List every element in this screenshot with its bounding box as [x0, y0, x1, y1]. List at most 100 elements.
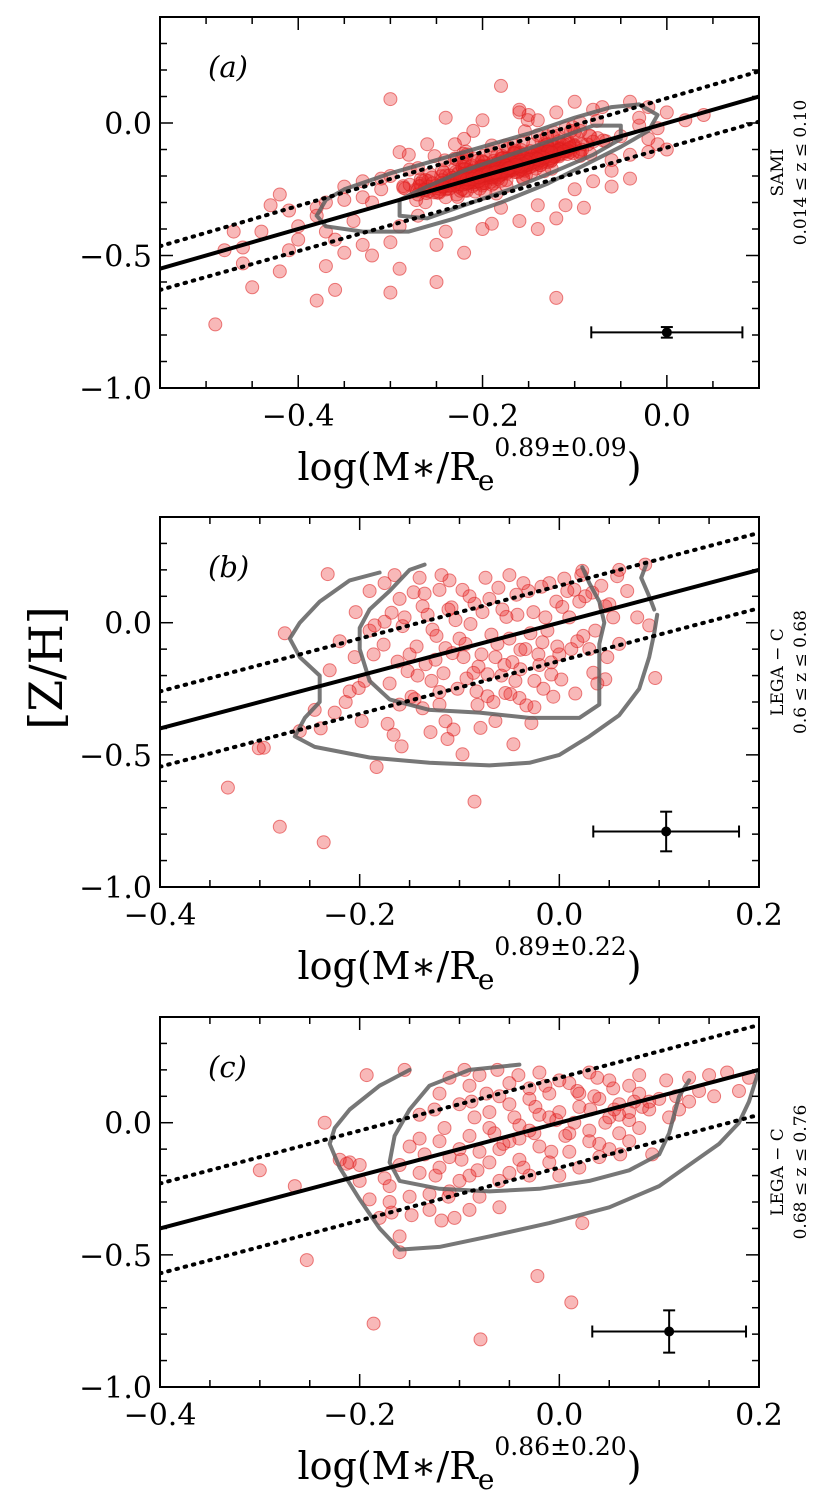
data-point: [448, 613, 463, 628]
data-point: [538, 610, 553, 625]
data-point: [659, 105, 674, 120]
y-tick-label: −0.5: [79, 240, 152, 275]
data-point: [482, 1105, 497, 1120]
data-point: [582, 1123, 597, 1138]
data-point: [513, 642, 528, 657]
data-point: [532, 1065, 547, 1080]
best-fit-line: [160, 1067, 759, 1231]
data-point: [382, 676, 397, 691]
data-point: [567, 582, 582, 597]
data-point: [397, 610, 412, 625]
data-point: [355, 237, 370, 252]
data-point: [632, 1068, 647, 1083]
y-tick-label: 0.0: [104, 107, 152, 142]
data-point: [560, 584, 575, 598]
data-point: [352, 1158, 367, 1172]
data-point: [337, 245, 352, 260]
data-point: [564, 1295, 579, 1310]
x-axis-label: log(M∗/Re0.89±0.09): [297, 433, 641, 497]
data-point: [365, 248, 379, 263]
density-contour-1: [357, 562, 607, 720]
x-axis-label-main: log(M∗/R: [297, 944, 479, 988]
data-point: [437, 1121, 452, 1135]
survey-label: SAMI: [768, 148, 788, 196]
data-point: [702, 1068, 717, 1083]
data-point: [499, 609, 514, 624]
y-tick-label: −1.0: [79, 372, 152, 407]
data-point: [355, 190, 370, 205]
data-point: [570, 634, 585, 649]
data-point: [632, 110, 647, 125]
x-tick-label: −0.4: [124, 1398, 197, 1433]
plot-area: [160, 69, 759, 332]
data-point: [462, 1128, 477, 1143]
x-axis-label-superscript: 0.89±0.22: [494, 932, 626, 961]
data-point: [377, 576, 392, 591]
data-point: [434, 1213, 449, 1228]
data-point: [526, 605, 541, 620]
data-point: [456, 650, 471, 665]
data-point: [412, 1131, 427, 1146]
scatter-lower-line: [160, 119, 759, 292]
redshift-label: 0.68 ≤ z ≤ 0.76: [791, 1105, 811, 1240]
data-point: [410, 668, 425, 683]
data-point: [482, 1121, 497, 1135]
data-point: [226, 224, 241, 239]
data-point: [392, 591, 407, 606]
data-point: [554, 672, 569, 687]
x-axis-label-subscript: e: [478, 464, 495, 497]
error-point: [661, 826, 672, 837]
data-point: [342, 684, 357, 699]
data-point: [531, 647, 546, 662]
data-point: [482, 1155, 497, 1170]
density-contour-2: [327, 1067, 759, 1252]
data-point: [327, 705, 342, 720]
data-point: [510, 607, 525, 622]
plot-frame: [159, 16, 760, 389]
data-point: [394, 739, 409, 754]
data-point: [497, 658, 512, 672]
data-point: [291, 232, 306, 247]
data-point: [495, 602, 510, 617]
data-point: [612, 1126, 627, 1141]
data-points: [220, 557, 663, 850]
data-point: [417, 586, 432, 601]
data-point: [470, 1163, 485, 1178]
data-point: [552, 647, 567, 662]
data-point: [412, 1107, 427, 1122]
data-point: [542, 1155, 557, 1170]
data-point: [440, 732, 455, 746]
data-point: [594, 578, 609, 593]
panel-b: −0.4 −0.2 0.0 0.2−1.0−0.50.0log(M∗/Re0.89±0…: [79, 516, 811, 996]
x-axis-label-superscript: 0.89±0.09: [494, 433, 626, 462]
data-point: [606, 610, 621, 625]
typical-error-bar: [592, 810, 741, 853]
data-point: [502, 568, 517, 583]
data-point: [549, 105, 564, 120]
data-point: [429, 237, 444, 252]
data-point: [492, 1142, 507, 1157]
data-point: [442, 573, 457, 588]
y-tick-label: −1.0: [79, 1371, 152, 1406]
data-point: [377, 1171, 392, 1186]
data-point: [402, 1189, 417, 1204]
data-point: [401, 147, 416, 162]
data-point: [447, 137, 462, 152]
data-point: [432, 1160, 447, 1175]
data-point: [354, 714, 369, 728]
data-point: [620, 584, 635, 598]
data-point: [251, 741, 266, 756]
data-point: [424, 673, 439, 688]
redshift-label: 0.6 ≤ z ≤ 0.68: [791, 610, 811, 734]
data-point: [272, 187, 287, 202]
data-point: [530, 198, 545, 213]
data-point: [558, 198, 573, 213]
data-point: [328, 282, 343, 297]
data-point: [338, 695, 353, 709]
data-point: [659, 1073, 674, 1088]
x-tick-label: 0.0: [535, 1398, 583, 1433]
panel-label: (a): [208, 50, 248, 84]
data-point: [582, 1134, 597, 1149]
x-tick-label: 0.2: [735, 1398, 783, 1433]
data-point: [512, 102, 527, 117]
